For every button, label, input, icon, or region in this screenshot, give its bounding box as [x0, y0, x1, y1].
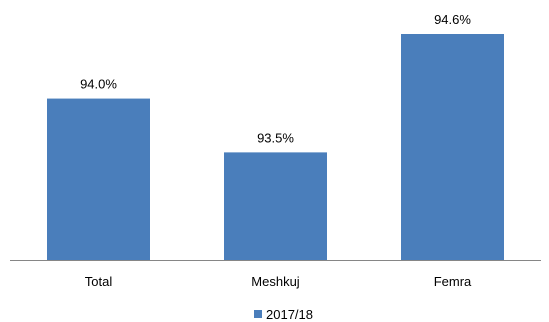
data-label-meshkuj: 93.5% — [257, 130, 294, 145]
legend-swatch — [254, 310, 262, 318]
category-label-total: Total — [85, 274, 113, 289]
data-labels-group: 94.0% 93.5% 94.6% — [80, 12, 471, 145]
data-label-total: 94.0% — [80, 77, 117, 92]
bar-meshkuj — [224, 152, 327, 260]
category-label-meshkuj: Meshkuj — [251, 274, 300, 289]
legend: 2017/18 — [254, 307, 313, 322]
legend-label: 2017/18 — [266, 307, 313, 322]
bars-group — [47, 34, 504, 260]
data-label-femra: 94.6% — [434, 12, 471, 27]
bar-femra — [401, 34, 504, 260]
bar-total — [47, 98, 150, 260]
category-label-femra: Femra — [434, 274, 472, 289]
category-labels-group: Total Meshkuj Femra — [85, 274, 472, 289]
